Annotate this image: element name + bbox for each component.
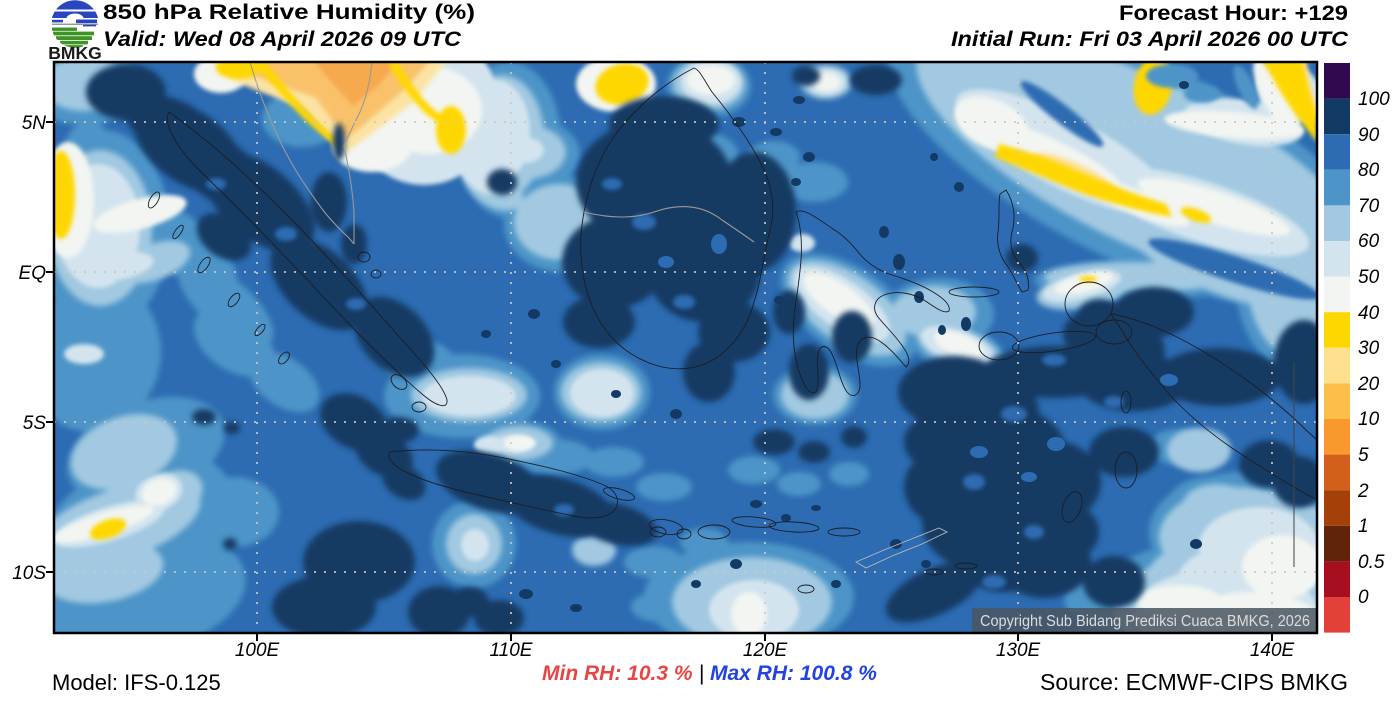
svg-text:30: 30 xyxy=(1358,338,1380,359)
svg-text:Copyright Sub Bidang Prediksi: Copyright Sub Bidang Prediksi Cuaca BMKG… xyxy=(980,613,1310,630)
svg-text:10S: 10S xyxy=(12,563,46,584)
svg-text:100E: 100E xyxy=(235,640,280,661)
svg-text:1: 1 xyxy=(1358,516,1369,537)
svg-text:5N: 5N xyxy=(22,113,47,134)
svg-text:EQ: EQ xyxy=(19,263,47,284)
svg-text:60: 60 xyxy=(1358,231,1380,252)
svg-text:70: 70 xyxy=(1358,196,1380,217)
svg-text:90: 90 xyxy=(1358,125,1380,146)
svg-text:2: 2 xyxy=(1357,481,1369,502)
svg-text:Max RH: 100.8 %: Max RH: 100.8 % xyxy=(710,662,877,685)
svg-text:5S: 5S xyxy=(23,413,47,434)
svg-text:140E: 140E xyxy=(1250,640,1295,661)
svg-text:0: 0 xyxy=(1358,587,1369,608)
svg-text:Forecast Hour: +129: Forecast Hour: +129 xyxy=(1119,1,1348,25)
svg-text:40: 40 xyxy=(1358,303,1380,324)
svg-text:120E: 120E xyxy=(743,640,788,661)
svg-text:5: 5 xyxy=(1358,445,1369,466)
svg-text:BMKG: BMKG xyxy=(48,43,101,63)
svg-text:80: 80 xyxy=(1358,160,1380,181)
svg-text:850 hPa Relative Humidity (%): 850 hPa Relative Humidity (%) xyxy=(103,0,475,24)
svg-text:100: 100 xyxy=(1358,89,1390,110)
svg-text:Valid: Wed 08 April 2026 09 UT: Valid: Wed 08 April 2026 09 UTC xyxy=(103,27,462,51)
svg-text:110E: 110E xyxy=(490,640,533,661)
svg-text:Initial Run: Fri 03 April 2026: Initial Run: Fri 03 April 2026 00 UTC xyxy=(951,27,1349,51)
svg-text:Min RH: 10.3 %: Min RH: 10.3 % xyxy=(542,662,693,685)
svg-text:Source: ECMWF-CIPS BMKG: Source: ECMWF-CIPS BMKG xyxy=(1040,669,1348,695)
svg-text:50: 50 xyxy=(1358,267,1380,288)
svg-text:|: | xyxy=(699,662,704,685)
svg-text:Model: IFS-0.125: Model: IFS-0.125 xyxy=(52,670,221,695)
svg-text:0.5: 0.5 xyxy=(1358,552,1385,573)
svg-text:130E: 130E xyxy=(996,640,1041,661)
svg-text:20: 20 xyxy=(1357,374,1380,395)
svg-text:10: 10 xyxy=(1358,409,1380,430)
